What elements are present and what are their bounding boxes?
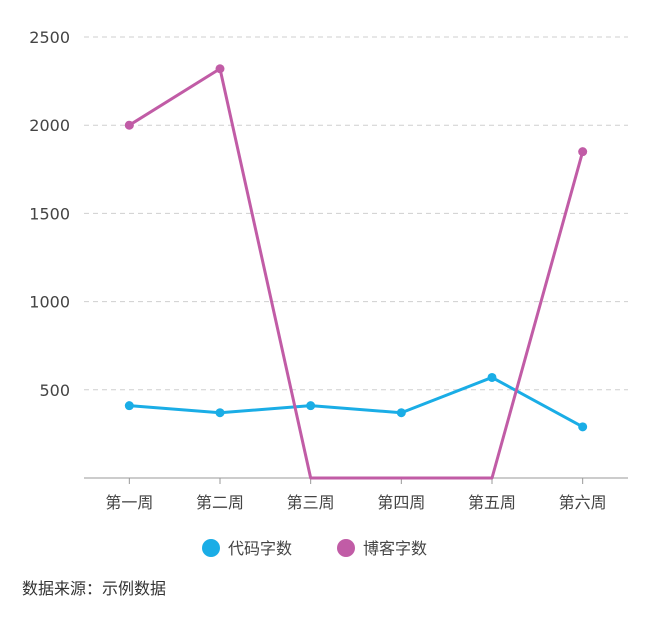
data-point[interactable] (124, 120, 134, 130)
data-point[interactable] (215, 64, 225, 74)
legend-swatch (337, 539, 355, 557)
x-tick-label: 第四周 (377, 493, 425, 512)
legend-label: 博客字数 (363, 539, 427, 558)
legend: 代码字数 博客字数 (202, 539, 427, 558)
series-line-1 (127, 375, 585, 429)
x-tick-label: 第一周 (105, 493, 153, 512)
y-tick-label: 2500 (29, 28, 70, 47)
grid-layer (84, 36, 628, 391)
data-point[interactable] (487, 372, 497, 382)
series-layer (124, 64, 588, 480)
x-tick-label: 第六周 (559, 493, 607, 512)
data-point[interactable] (215, 408, 225, 418)
legend-swatch (202, 539, 220, 557)
data-point[interactable] (578, 147, 588, 157)
y-tick-label: 2000 (29, 116, 70, 135)
y-tick-label: 1000 (29, 293, 70, 312)
legend-label: 代码字数 (228, 539, 292, 558)
data-point[interactable] (396, 408, 406, 418)
x-tick-label: 第二周 (196, 493, 244, 512)
legend-item-2[interactable]: 博客字数 (337, 539, 427, 558)
y-tick-label: 500 (39, 381, 70, 400)
legend-item-1[interactable]: 代码字数 (202, 539, 292, 558)
data-point[interactable] (578, 422, 588, 432)
y-tick-label: 1500 (29, 204, 70, 223)
x-tick-label: 第五周 (468, 493, 516, 512)
data-point[interactable] (124, 401, 134, 411)
series-line-2 (127, 67, 585, 480)
source-note: 数据来源：示例数据 (22, 579, 167, 598)
x-tick-label: 第三周 (287, 493, 335, 512)
axis-layer: 500 1000 1500 2000 2500 第一周 第二周 第三周 第四周 第五周 第六周 (29, 28, 628, 512)
data-point[interactable] (306, 401, 316, 411)
